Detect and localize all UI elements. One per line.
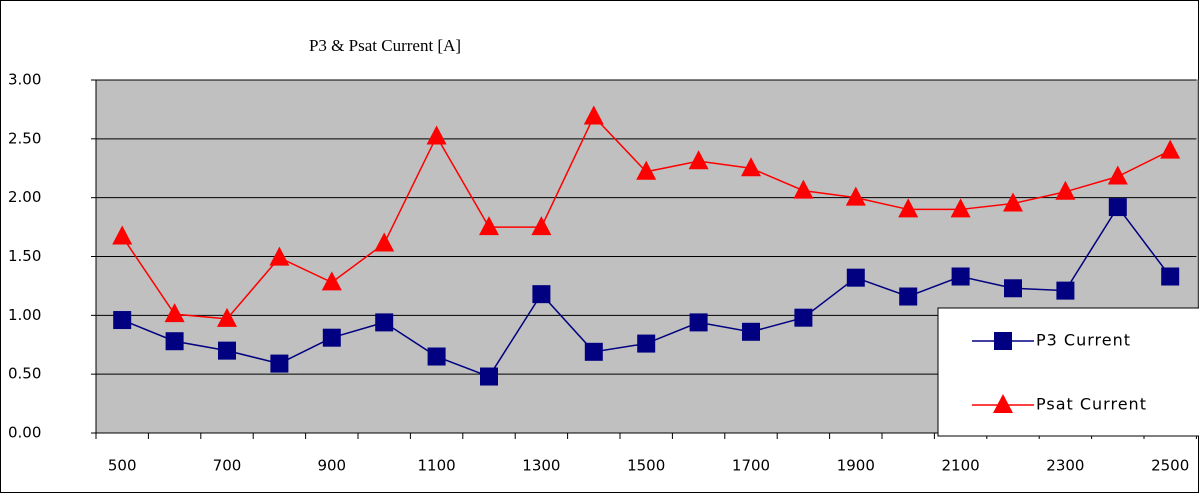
marker (583, 105, 604, 125)
marker (1160, 139, 1181, 159)
marker (218, 341, 236, 360)
marker (164, 303, 185, 323)
y-tick-label: 1.50 (8, 247, 41, 265)
marker (846, 268, 865, 287)
legend-box (937, 307, 1199, 437)
marker (793, 179, 814, 199)
marker (480, 367, 498, 386)
marker (689, 313, 708, 332)
marker (217, 307, 237, 327)
legend-label: Psat Current (1036, 395, 1147, 414)
marker (269, 246, 290, 266)
marker (993, 394, 1013, 413)
marker (1056, 281, 1075, 300)
y-tick-label: 3.00 (8, 71, 41, 89)
marker (113, 311, 132, 330)
marker (1107, 165, 1128, 185)
y-tick-label: 1.00 (8, 306, 41, 324)
marker (531, 216, 552, 236)
y-tick-label: 0.00 (8, 424, 41, 442)
marker (845, 186, 866, 206)
x-tick-label: 1100 (418, 457, 456, 475)
y-tick-label: 2.50 (8, 129, 41, 147)
x-tick-label: 700 (213, 457, 242, 475)
marker (322, 328, 341, 347)
marker (742, 322, 760, 341)
x-tick-label: 2300 (1046, 457, 1084, 475)
y-tick-label: 2.00 (8, 188, 41, 206)
marker (1108, 198, 1127, 217)
marker (584, 342, 603, 361)
marker (636, 160, 657, 180)
marker (994, 332, 1012, 350)
x-tick-label: 1500 (627, 457, 665, 475)
marker (375, 313, 394, 332)
legend-label: P3 Current (1036, 331, 1131, 350)
marker (1055, 180, 1076, 200)
x-tick-label: 1900 (837, 457, 875, 475)
x-tick-label: 2500 (1151, 457, 1189, 475)
x-tick-label: 2100 (942, 457, 980, 475)
legend: P3 Current Psat Current (937, 307, 1199, 437)
marker (950, 198, 971, 218)
marker (899, 287, 918, 306)
marker (637, 334, 656, 353)
marker (479, 216, 499, 236)
marker (532, 285, 551, 304)
marker (321, 271, 342, 291)
marker (688, 150, 709, 170)
marker (374, 232, 395, 252)
marker (951, 267, 970, 286)
x-tick-label: 1700 (732, 457, 770, 475)
marker (427, 347, 446, 366)
marker (1003, 192, 1023, 212)
marker (426, 125, 447, 145)
marker (741, 157, 761, 177)
marker (270, 354, 289, 373)
marker (1004, 279, 1022, 298)
x-tick-label: 1300 (522, 457, 560, 475)
x-tick-label: 500 (108, 457, 137, 475)
marker (165, 332, 184, 351)
chart-title: P3 & Psat Current [A] (309, 36, 461, 55)
x-tick-label: 900 (317, 457, 346, 475)
y-tick-label: 0.50 (8, 365, 41, 383)
marker (898, 198, 919, 218)
marker (1161, 267, 1180, 286)
marker (112, 225, 133, 245)
marker (794, 308, 813, 327)
